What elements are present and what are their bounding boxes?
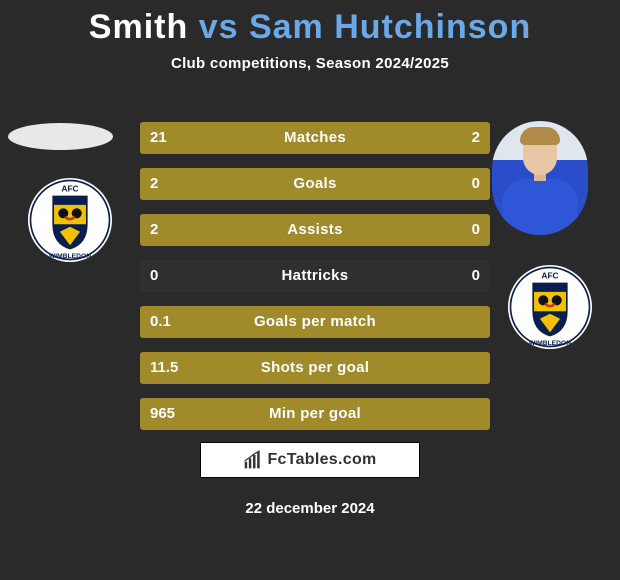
footer-brand-box[interactable]: FcTables.com [200,442,420,478]
stat-row: Matches21 2 [140,122,490,154]
player1-photo-placeholder [8,123,113,150]
crest-svg: AFC WIMBLEDON [508,265,592,349]
stat-value-right: 0 [472,214,480,246]
page-title: Smith vs Sam Hutchinson [0,0,620,47]
stat-row: Min per goal965 [140,398,490,430]
vs-label: vs [199,8,239,46]
footer-brand-text: FcTables.com [267,451,376,469]
stat-label: Shots per goal [140,352,490,384]
subtitle: Club competitions, Season 2024/2025 [0,55,620,72]
stat-value-right: 0 [472,168,480,200]
crest-svg: AFC WIMBLEDON [28,178,112,262]
stat-label: Goals per match [140,306,490,338]
stat-value-left: 0 [150,260,158,292]
player1-name: Smith [89,8,188,46]
player1-club-crest: AFC WIMBLEDON [28,178,112,262]
player2-name: Sam Hutchinson [249,8,531,46]
stat-value-right: 0 [472,260,480,292]
stat-bars: Matches212Goals20Assists20Hattricks00Goa… [140,122,490,444]
stat-row: Goals per match0.1 [140,306,490,338]
stat-label: Assists [140,214,490,246]
player2-club-crest: AFC WIMBLEDON [508,265,592,349]
portrait-hair [520,127,560,145]
stat-row: Goals2 0 [140,168,490,200]
stat-value-left: 2 [150,214,158,246]
portrait-shirt [502,179,578,235]
stat-value-left: 2 [150,168,158,200]
crest-text-bottom: WIMBLEDON [49,253,91,260]
stat-row: Hattricks0 0 [140,260,490,292]
stat-label: Hattricks [140,260,490,292]
stat-label: Min per goal [140,398,490,430]
footer-date: 22 december 2024 [0,500,620,517]
stat-label: Matches [140,122,490,154]
stat-value-left: 0.1 [150,306,171,338]
stat-value-left: 21 [150,122,167,154]
chart-icon [243,450,263,470]
crest-text-top: AFC [541,270,558,280]
stat-value-left: 965 [150,398,175,430]
stat-label: Goals [140,168,490,200]
stat-row: Shots per goal11.5 [140,352,490,384]
player2-photo [492,121,588,235]
crest-text-bottom: WIMBLEDON [529,340,571,347]
stat-value-right: 2 [472,122,480,154]
crest-text-top: AFC [61,183,78,193]
stat-value-left: 11.5 [150,352,178,384]
stat-row: Assists2 0 [140,214,490,246]
